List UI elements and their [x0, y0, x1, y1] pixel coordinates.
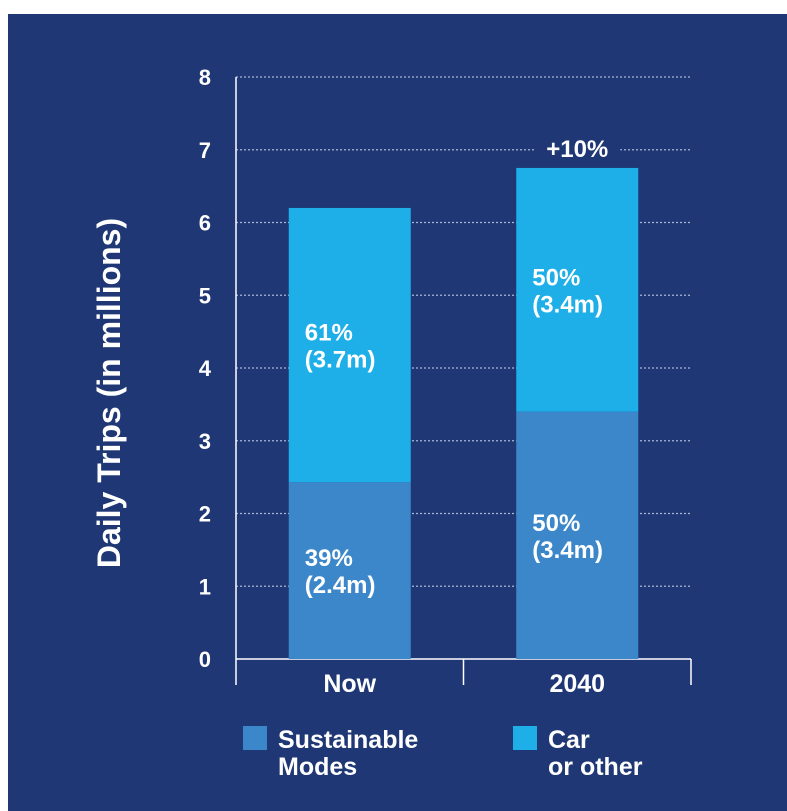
legend-label-0-0: Sustainable [278, 726, 418, 754]
x-tick-label-0: Now [323, 670, 376, 698]
y-tick-label-6: 6 [199, 211, 211, 236]
y-tick-label-3: 3 [199, 429, 211, 454]
y-axis-label: Daily Trips (in millions) [91, 218, 127, 568]
chart-panel: 0 1 2 3 4 5 6 7 8 39% (2.4m) 61% (3.7m) Now 50% (3.4m) 5… [8, 14, 787, 811]
x-tick-label-1: 2040 [549, 670, 605, 698]
annotation-0: +10% [546, 136, 608, 163]
bar-Now-1 [288, 207, 411, 483]
chart-canvas: 01234567839%(2.4m)61%(3.7m)Now50%(3.4m)5… [8, 14, 787, 811]
legend-swatch-0 [243, 726, 267, 750]
bar-2040-0 [516, 411, 639, 659]
data-label-2040-1-0: 50% [532, 264, 580, 291]
y-tick-label-1: 1 [199, 574, 211, 599]
data-label-Now-1-0: 61% [305, 320, 353, 347]
data-label-2040-0-0: 50% [532, 510, 580, 537]
legend-label-1-0: Car [548, 726, 590, 754]
data-label-2040-0-1: (3.4m) [532, 537, 603, 564]
y-tick-label-5: 5 [199, 283, 211, 308]
y-tick-label-0: 0 [199, 647, 211, 672]
legend-swatch-1 [513, 726, 537, 750]
data-label-Now-0-1: (2.4m) [305, 572, 376, 599]
legend-label-1-1: or other [548, 753, 643, 781]
y-tick-label-7: 7 [199, 138, 211, 163]
data-label-Now-0-0: 39% [305, 545, 353, 572]
data-label-2040-1-1: (3.4m) [532, 291, 603, 318]
y-tick-label-4: 4 [199, 356, 212, 381]
bar-Now-0 [288, 482, 411, 659]
y-tick-label-8: 8 [199, 65, 211, 90]
annotation-bg-0 [534, 135, 621, 162]
data-label-Now-1-1: (3.7m) [305, 347, 376, 374]
bar-2040-1 [516, 167, 639, 412]
legend-label-0-1: Modes [278, 753, 357, 781]
y-tick-label-2: 2 [199, 502, 211, 527]
